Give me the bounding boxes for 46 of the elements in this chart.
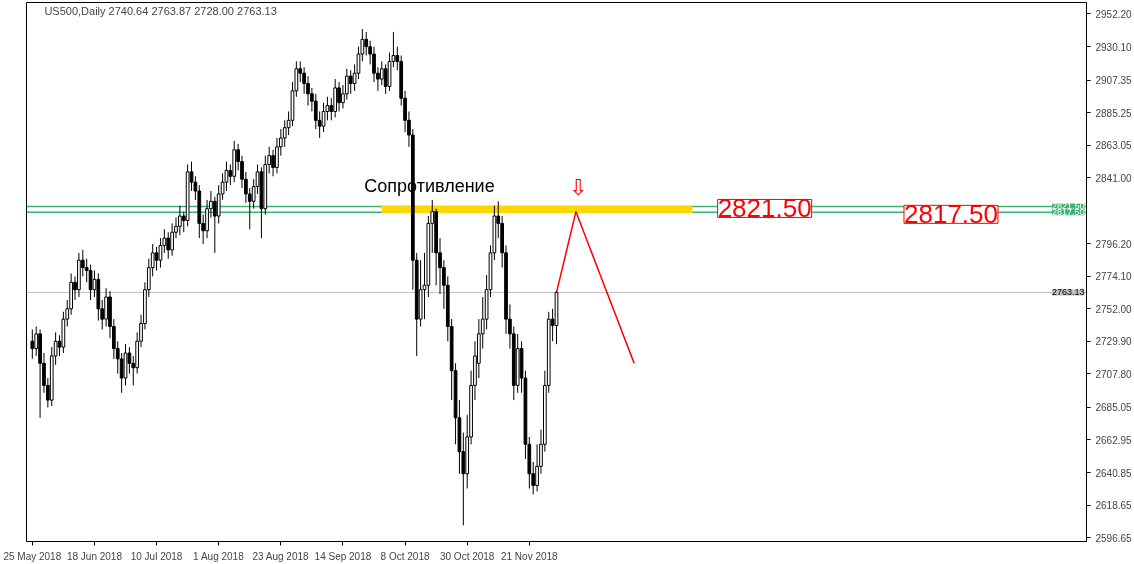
candlestick bbox=[170, 222, 174, 257]
annotation: ⇩ bbox=[568, 175, 587, 201]
x-tick-label: 30 Oct 2018 bbox=[439, 550, 495, 562]
y-tick-label: 2707.80 bbox=[1095, 368, 1133, 380]
annotation: 2821.50 bbox=[717, 193, 812, 224]
x-tick-label: 23 Aug 2018 bbox=[252, 550, 310, 562]
y-tick-label: 2752.00 bbox=[1095, 303, 1133, 315]
y-tick-label: 2596.65 bbox=[1095, 532, 1133, 544]
y-tick-label: 2685.05 bbox=[1095, 402, 1133, 414]
candlestick bbox=[271, 149, 275, 177]
candlestick bbox=[178, 205, 182, 236]
line-series bbox=[555, 210, 635, 365]
annotation: 2817.50 bbox=[904, 199, 998, 230]
candlestick bbox=[333, 78, 338, 118]
chart-title: US500,Daily 2740.64 2763.87 2728.00 2763.13 bbox=[44, 4, 277, 17]
candlestick bbox=[154, 246, 159, 272]
candlestick bbox=[383, 63, 388, 95]
candlestick bbox=[104, 287, 108, 327]
candlestick bbox=[166, 231, 171, 260]
candlestick bbox=[348, 69, 353, 95]
x-tick-label: 25 May 2018 bbox=[3, 550, 62, 562]
y-tick-label: 2930.10 bbox=[1095, 41, 1133, 53]
x-tick-label: 14 Sep 2018 bbox=[314, 550, 372, 562]
candlestick bbox=[30, 328, 35, 360]
y-tick-label: 2774.10 bbox=[1095, 271, 1133, 283]
y-tick-label: 2618.65 bbox=[1095, 500, 1133, 512]
y-tick-label: 2662.95 bbox=[1095, 434, 1133, 446]
y-tick-label: 2796.20 bbox=[1095, 238, 1133, 250]
y-tick-label: 2907.35 bbox=[1095, 75, 1133, 87]
y-tick-label: 2885.25 bbox=[1095, 107, 1133, 119]
y-tick-label: 2863.05 bbox=[1095, 140, 1133, 152]
y-tick-label: 2952.20 bbox=[1095, 8, 1133, 20]
y-tick-label: 2640.85 bbox=[1095, 467, 1133, 479]
y-tick-label: 2729.90 bbox=[1095, 336, 1133, 348]
x-tick-label: 8 Oct 2018 bbox=[380, 550, 430, 562]
x-tick-label: 1 Aug 2018 bbox=[193, 550, 245, 562]
y-tick-label: 2841.00 bbox=[1095, 172, 1133, 184]
x-tick-label: 21 Nov 2018 bbox=[500, 550, 559, 562]
candlestick bbox=[158, 237, 163, 269]
candlestick bbox=[119, 352, 124, 394]
candlestick bbox=[337, 81, 341, 112]
x-tick-label: 18 Jun 2018 bbox=[66, 550, 123, 562]
x-tick-label: 10 Jul 2018 bbox=[130, 550, 183, 562]
candlestick bbox=[88, 264, 93, 301]
ref-line-label: 2763.13 bbox=[1051, 287, 1085, 298]
candlestick bbox=[127, 346, 132, 375]
